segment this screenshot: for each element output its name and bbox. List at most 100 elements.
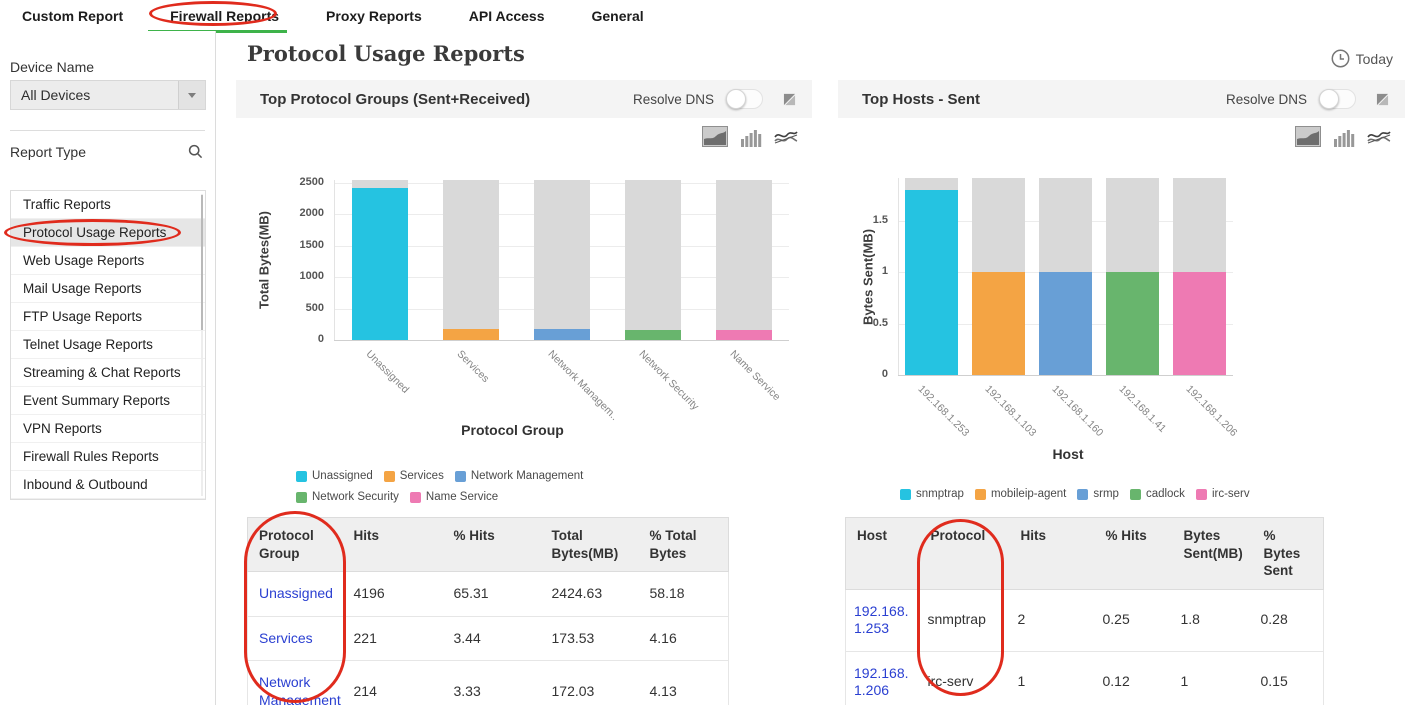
legend-item-network-management[interactable]: Network Management (454, 470, 584, 482)
tab-general[interactable]: General (591, 7, 644, 24)
legend-item-cadlock[interactable]: cadlock (1129, 488, 1185, 500)
table-row: Services 221 3.44 173.53 4.16 (247, 616, 729, 662)
area-chart-icon[interactable] (1295, 126, 1321, 147)
resolve-dns-toggle[interactable] (726, 89, 763, 109)
search-icon[interactable] (188, 144, 203, 164)
resolve-dns-label: Resolve DNS (1225, 91, 1307, 107)
sidebar-item-traffic-reports[interactable]: Traffic Reports (11, 191, 205, 219)
chart-plot: 0 500 1000 1500 2000 2500 Unassigned Services Ne… (300, 176, 789, 423)
legend-item-unassigned[interactable]: Unassigned (296, 470, 373, 482)
cell-bytes-sent-mb: 1 (1172, 651, 1253, 705)
top-nav: Custom Report Firewall Reports Proxy Repor… (0, 0, 1405, 33)
sidebar-item-mail-usage-reports[interactable]: Mail Usage Reports (11, 275, 205, 303)
y-axis-title: Total Bytes(MB) (256, 211, 272, 309)
sidebar-item-firewall-rules-reports[interactable]: Firewall Rules Reports (11, 443, 205, 471)
column-header-bytes-sent-mb: Bytes Sent(MB) (1172, 517, 1253, 590)
resolve-dns-label: Resolve DNS (632, 91, 714, 107)
bar-network-managem (533, 329, 590, 340)
legend-item-name-service[interactable]: Name Service (409, 491, 498, 503)
x-tick-label: Network Security (636, 348, 701, 413)
legend-item-network-security[interactable]: Network Security (296, 491, 399, 503)
legend-label: snmptrap (916, 488, 964, 500)
cell-total-bytes: 4.16 (638, 616, 729, 662)
cell-host: 192.168.1.206 (845, 651, 920, 705)
legend-swatch (296, 491, 307, 503)
legend-item-irc-serv[interactable]: irc-serv (1195, 488, 1250, 500)
link-network-management[interactable]: Network Management (259, 674, 341, 705)
sidebar-item-web-usage-reports[interactable]: Web Usage Reports (11, 247, 205, 275)
gridline (334, 340, 789, 341)
time-filter-label: Today (1355, 50, 1393, 67)
tab-firewall-reports[interactable]: Firewall Reports (148, 7, 287, 33)
legend-swatch (296, 470, 307, 482)
y-tick-label: 0 (881, 368, 888, 380)
bar-192-168-1-103 (972, 272, 1025, 375)
sidebar-item-inbound-outbound[interactable]: Inbound & Outbound (11, 471, 205, 499)
x-tick-label: 192.168.1.253 (915, 383, 971, 439)
sidebar-item-streaming-chat-reports[interactable]: Streaming & Chat Reports (11, 359, 205, 387)
link-services[interactable]: Services (259, 629, 313, 646)
report-type-label: Report Type (10, 144, 87, 160)
chevron-down-icon[interactable] (178, 81, 205, 109)
y-tick-label: 1000 (299, 270, 324, 283)
y-axis-line (898, 178, 899, 375)
line-chart-icon[interactable] (1367, 128, 1391, 146)
scrollbar-track[interactable] (201, 194, 203, 496)
link-192-168-1-206[interactable]: 192.168.1.206 (854, 664, 909, 699)
sidebar: Device Name All Devices Report Type Traf… (0, 31, 216, 705)
legend-label: srmp (1093, 488, 1119, 500)
page-title: Protocol Usage Reports (247, 41, 525, 66)
legend-item-srmp[interactable]: srmp (1077, 488, 1119, 500)
panel-title: Top Hosts - Sent (862, 90, 981, 108)
sidebar-item-vpn-reports[interactable]: VPN Reports (11, 415, 205, 443)
cell-protocol-group: Services (247, 616, 343, 662)
expand-icon[interactable] (1376, 93, 1389, 106)
line-chart-icon[interactable] (774, 128, 798, 146)
legend-swatch (383, 470, 395, 482)
area-chart-icon[interactable] (702, 126, 728, 147)
link-unassigned[interactable]: Unassigned (259, 585, 333, 602)
legend-label: Network Management (470, 470, 584, 482)
cell-total-bytes: 58.18 (638, 571, 729, 617)
legend-label: Services (399, 470, 444, 482)
sidebar-item-ftp-usage-reports[interactable]: FTP Usage Reports (11, 303, 205, 331)
sidebar-item-telnet-usage-reports[interactable]: Telnet Usage Reports (11, 331, 205, 359)
expand-icon[interactable] (783, 93, 796, 106)
tab-api-access[interactable]: API Access (468, 7, 545, 24)
legend-item-snmptrap[interactable]: snmptrap (900, 488, 964, 500)
tab-proxy-reports[interactable]: Proxy Reports (326, 7, 422, 24)
legend-item-services[interactable]: Services (383, 470, 444, 482)
x-tick-label: 192.168.1.206 (1183, 383, 1239, 439)
x-tick-label: Network Managem.. (545, 348, 620, 423)
cell-total-bytes-mb: 173.53 (540, 616, 639, 662)
bar-chart-icon[interactable] (740, 127, 762, 147)
column-header-hits: % Hits (442, 516, 541, 573)
cell-bytes-sent: 0.28 (1252, 589, 1324, 652)
cell-hits: 214 (342, 660, 443, 705)
legend-label: irc-serv (1211, 488, 1250, 500)
cell-bytes-sent-mb: 1.8 (1172, 589, 1253, 652)
panel-header-controls: Resolve DNS (1226, 89, 1389, 109)
cell-total-bytes: 4.13 (638, 660, 729, 705)
resolve-dns-toggle[interactable] (1319, 89, 1356, 109)
device-select-value: All Devices (21, 87, 91, 103)
panel-top-hosts-sent: Top Hosts - Sent Resolve DNS 0 0.5 1 1.5 192.1… (838, 80, 1405, 705)
tab-custom-report[interactable]: Custom Report (22, 7, 124, 24)
table-header-row: Protocol Group Hits% Hits Total Bytes(MB)%… (247, 516, 729, 573)
sidebar-item-event-summary-reports[interactable]: Event Summary Reports (11, 387, 205, 415)
bar-chart-icon[interactable] (1333, 127, 1355, 147)
sidebar-item-protocol-usage-reports[interactable]: Protocol Usage Reports (11, 219, 205, 247)
link-192-168-1-253[interactable]: 192.168.1.253 (854, 602, 909, 637)
column-header-host: Host (845, 517, 920, 590)
cell-host: 192.168.1.253 (845, 589, 920, 652)
y-tick-label: 2500 (299, 176, 324, 188)
scrollbar-thumb[interactable] (201, 195, 203, 330)
cell-hits: 4196 (342, 571, 443, 617)
cell-hits: 65.31 (442, 571, 541, 617)
legend-item-mobileip-agent[interactable]: mobileip-agent (974, 488, 1066, 500)
chart-type-tools (702, 126, 798, 147)
y-tick-label: 500 (305, 301, 324, 314)
device-select[interactable]: All Devices (10, 80, 206, 110)
bar-192-168-1-206 (1173, 272, 1226, 375)
time-filter-button[interactable]: Today (1330, 48, 1393, 69)
